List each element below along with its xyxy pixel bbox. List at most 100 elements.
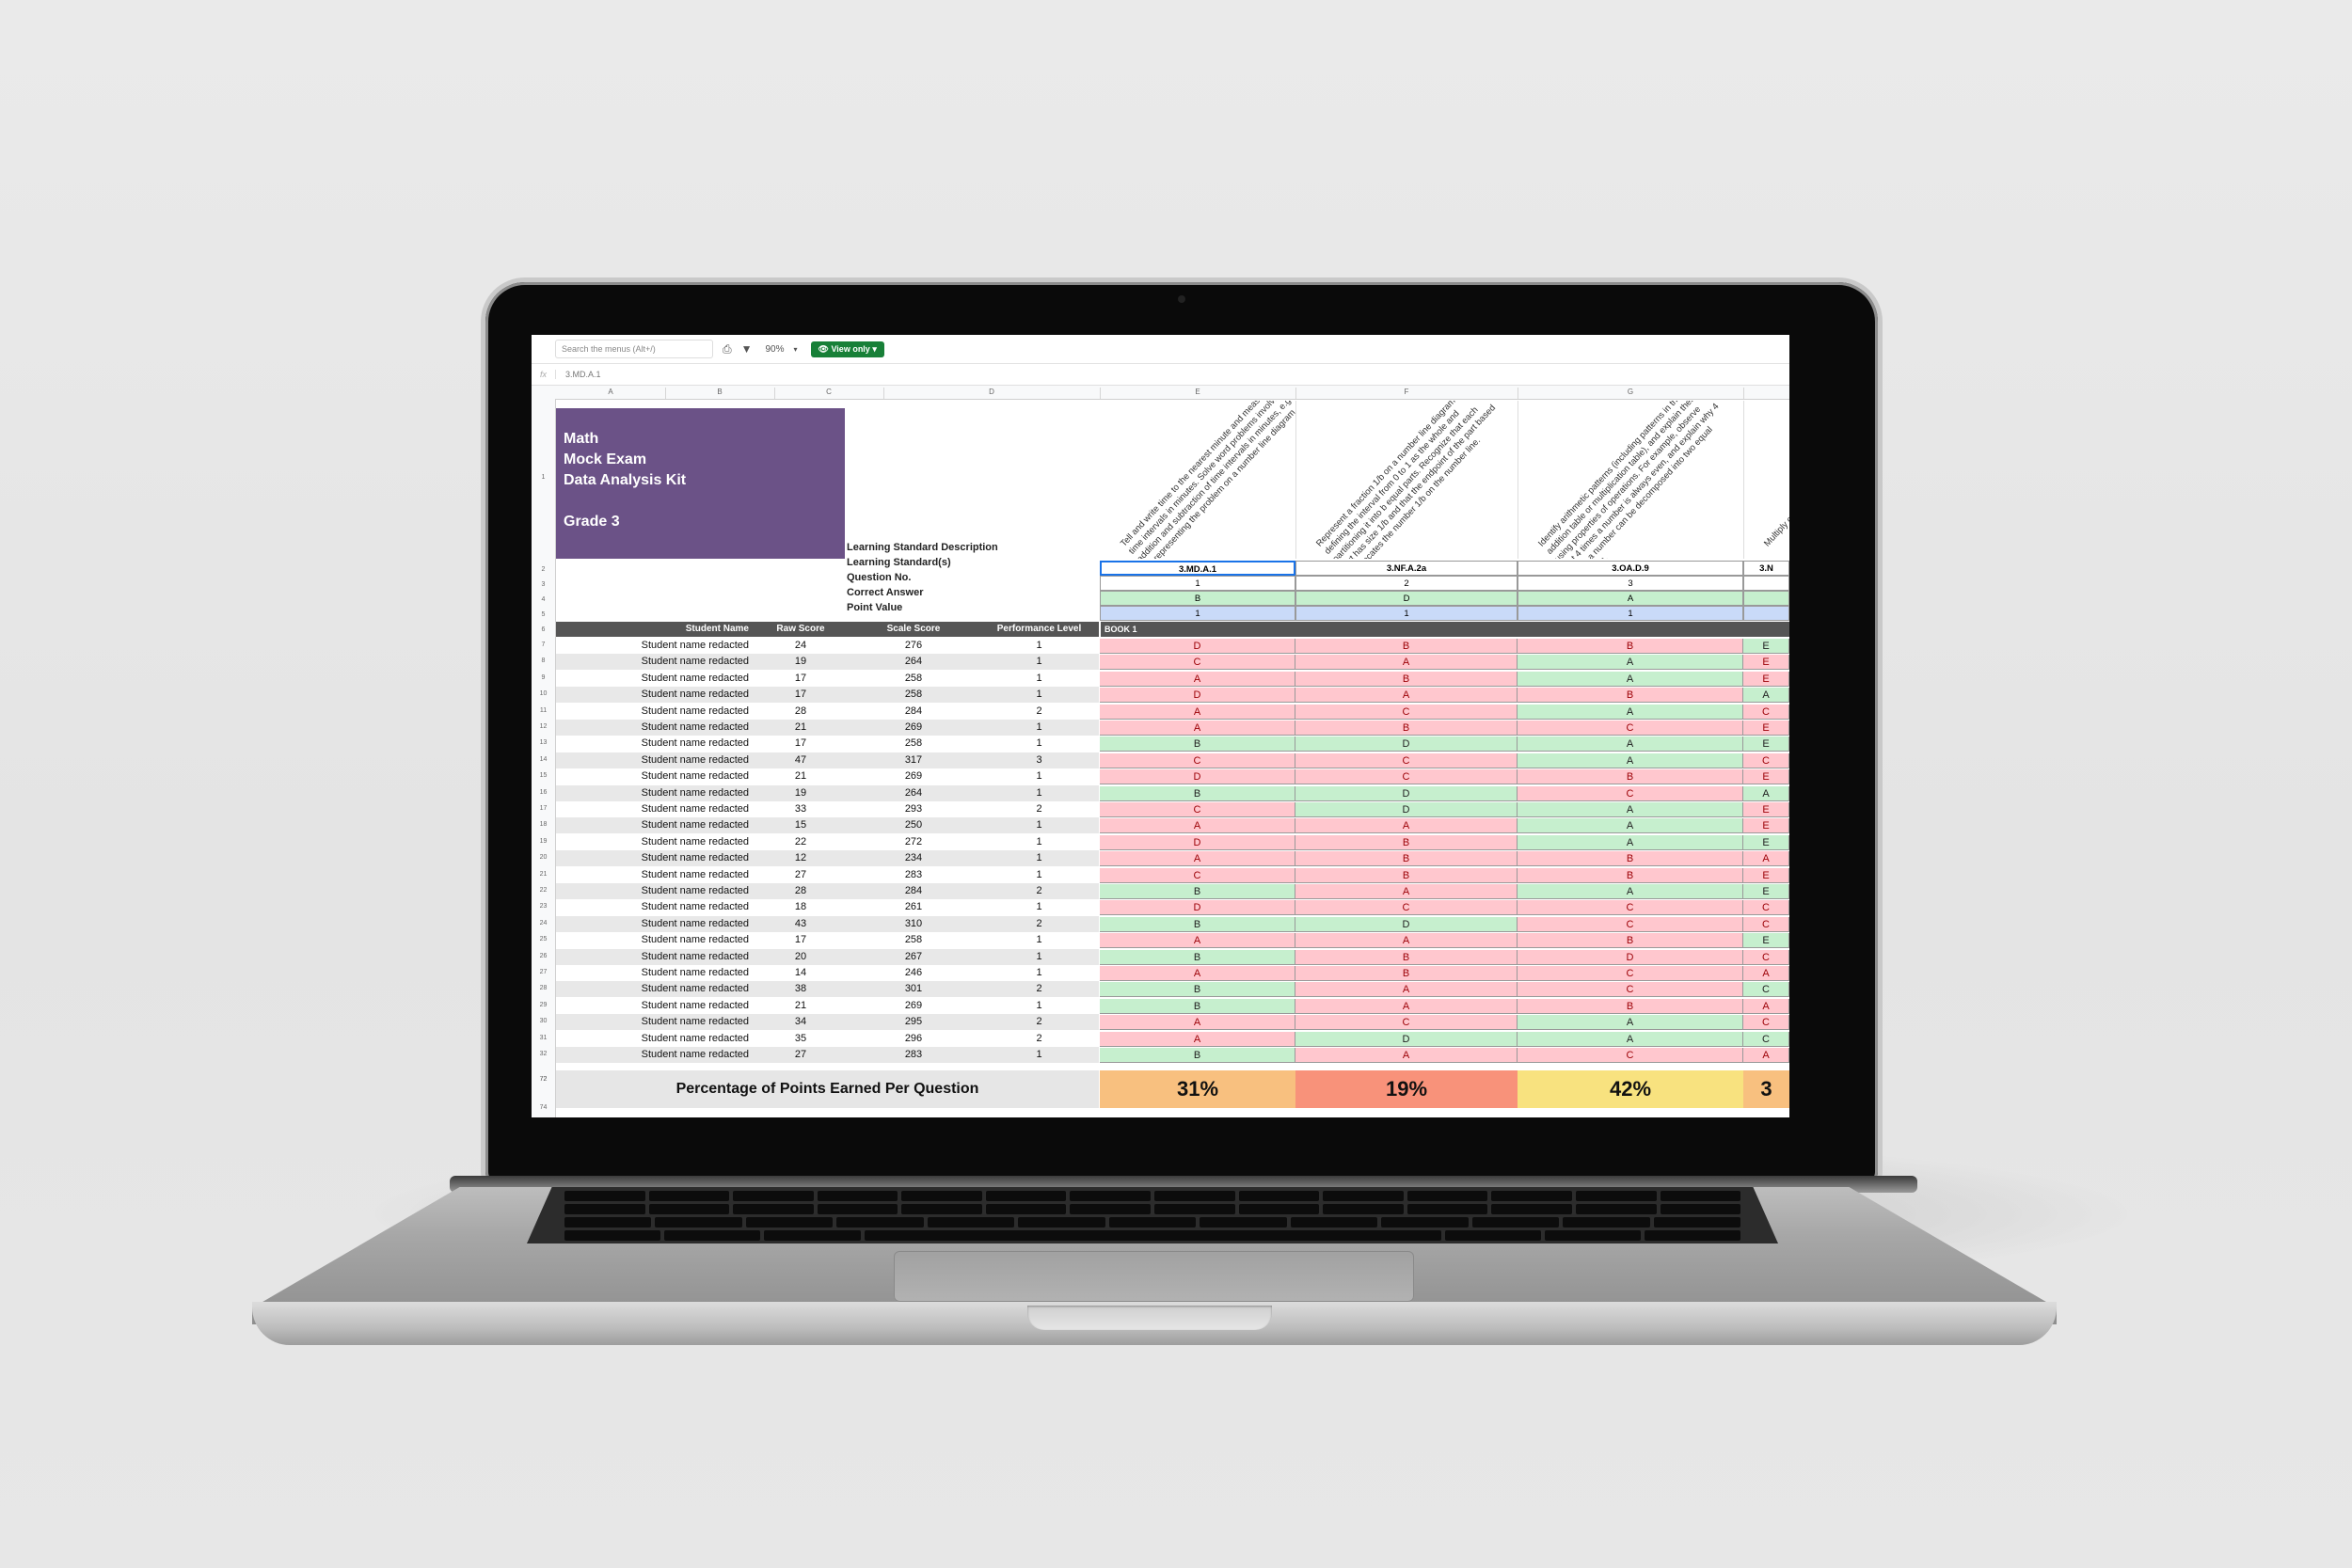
header-raw-score[interactable]: Raw Score [776, 624, 825, 634]
answer-cell[interactable]: B [1100, 916, 1295, 932]
table-row[interactable]: Student name redacted 33 293 2 [556, 801, 1099, 817]
answer-cell[interactable]: B [1100, 982, 1295, 998]
answer-cell[interactable]: A [1295, 688, 1518, 704]
answer-cell[interactable]: E [1743, 818, 1789, 834]
percentage-cell[interactable]: 19% [1295, 1070, 1518, 1108]
standard-code-cell[interactable]: 3.N [1743, 561, 1789, 576]
question-number-cell[interactable]: 1 [1100, 576, 1295, 591]
table-row[interactable]: Student name redacted 27 283 1 [556, 1047, 1099, 1063]
table-row[interactable]: Student name redacted 21 269 1 [556, 768, 1099, 785]
answer-cell[interactable]: C [1743, 916, 1789, 932]
answer-cell[interactable]: A [1518, 671, 1743, 687]
table-row[interactable]: Student name redacted 17 258 1 [556, 736, 1099, 752]
header-performance-level[interactable]: Performance Level [996, 624, 1082, 634]
answer-cell[interactable]: A [1518, 1015, 1743, 1031]
header-student-name[interactable]: Student Name [685, 624, 749, 634]
row-number[interactable]: 12 [539, 723, 548, 730]
row-number[interactable]: 31 [539, 1034, 548, 1041]
row-number[interactable]: 9 [541, 673, 546, 681]
answer-cell[interactable]: D [1518, 949, 1743, 965]
point-value-cell[interactable] [1743, 606, 1789, 621]
header-scale-score[interactable]: Scale Score [886, 624, 941, 634]
view-only-button[interactable]: 👁 View only ▾ [810, 341, 884, 357]
row-number[interactable]: 20 [539, 854, 548, 862]
row-number[interactable]: 4 [541, 596, 546, 603]
answer-cell[interactable]: B [1295, 721, 1518, 736]
answer-cell[interactable]: A [1518, 655, 1743, 671]
row-number[interactable]: 15 [539, 772, 548, 780]
chevron-down-icon[interactable]: ▾ [793, 344, 798, 354]
answer-cell[interactable]: A [1518, 802, 1743, 817]
answer-cell[interactable]: A [1518, 736, 1743, 752]
answer-cell[interactable]: B [1100, 949, 1295, 965]
menu-search-input[interactable]: Search the menus (Alt+/) [555, 340, 713, 358]
percentage-cell[interactable]: 3 [1743, 1070, 1789, 1108]
answer-cell[interactable]: E [1743, 736, 1789, 752]
row-number[interactable]: 30 [539, 1018, 548, 1025]
column-header-g[interactable]: G [1518, 388, 1744, 399]
point-value-cell[interactable]: 1 [1295, 606, 1518, 621]
answer-cell[interactable]: B [1295, 966, 1518, 981]
answer-cell[interactable]: A [1295, 884, 1518, 899]
standard-description-cell[interactable]: Multiply one-digit whole numbers by mult… [1743, 401, 1789, 559]
answer-cell[interactable]: C [1743, 704, 1789, 720]
table-row[interactable]: Student name redacted 21 269 1 [556, 720, 1099, 736]
answer-cell[interactable]: E [1743, 769, 1789, 785]
row-number[interactable]: 28 [539, 985, 548, 992]
answer-cell[interactable]: D [1295, 916, 1518, 932]
answer-cell[interactable]: A [1743, 966, 1789, 981]
row-number[interactable]: 25 [539, 936, 548, 943]
row-number[interactable]: 5 [541, 611, 546, 618]
table-row[interactable]: Student name redacted 17 258 1 [556, 932, 1099, 949]
answer-cell[interactable]: A [1100, 671, 1295, 687]
table-row[interactable]: Student name redacted 17 258 1 [556, 670, 1099, 687]
table-row[interactable]: Student name redacted 47 317 3 [556, 752, 1099, 768]
answer-cell[interactable]: C [1295, 769, 1518, 785]
table-row[interactable]: Student name redacted 34 295 2 [556, 1014, 1099, 1031]
answer-cell[interactable]: C [1100, 867, 1295, 883]
answer-cell[interactable]: B [1295, 639, 1518, 654]
answer-cell[interactable]: B [1518, 851, 1743, 867]
answer-cell[interactable]: C [1295, 752, 1518, 768]
answer-cell[interactable]: A [1295, 655, 1518, 671]
answer-cell[interactable]: E [1743, 655, 1789, 671]
row-number[interactable]: 24 [539, 919, 548, 927]
table-row[interactable]: Student name redacted 28 284 2 [556, 883, 1099, 899]
table-row[interactable]: Student name redacted 24 276 1 [556, 638, 1099, 654]
answer-cell[interactable]: C [1518, 721, 1743, 736]
answer-cell[interactable]: B [1295, 671, 1518, 687]
answer-cell[interactable]: C [1100, 655, 1295, 671]
answer-cell[interactable]: B [1100, 884, 1295, 899]
answer-cell[interactable]: E [1743, 867, 1789, 883]
answer-cell[interactable]: E [1743, 884, 1789, 899]
table-row[interactable]: Student name redacted 19 264 1 [556, 784, 1099, 801]
answer-cell[interactable]: A [1100, 818, 1295, 834]
answer-cell[interactable]: B [1295, 851, 1518, 867]
table-row[interactable]: Student name redacted 12 234 1 [556, 850, 1099, 867]
answer-cell[interactable]: C [1743, 900, 1789, 916]
answer-cell[interactable]: C [1518, 900, 1743, 916]
point-value-cell[interactable]: 1 [1518, 606, 1743, 621]
standard-description-cell[interactable]: Represent a fraction 1/b on a number lin… [1295, 401, 1518, 559]
row-number[interactable]: 72 [539, 1076, 548, 1083]
point-value-cell[interactable]: 1 [1100, 606, 1295, 621]
row-number[interactable]: 32 [539, 1051, 548, 1057]
answer-cell[interactable]: D [1295, 785, 1518, 801]
table-row[interactable]: Student name redacted 18 261 1 [556, 899, 1099, 916]
table-row[interactable]: Student name redacted 35 296 2 [556, 1030, 1099, 1047]
row-number[interactable]: 26 [539, 952, 548, 959]
answer-cell[interactable]: A [1100, 1015, 1295, 1031]
column-header-e[interactable]: E [1100, 388, 1296, 399]
table-row[interactable]: Student name redacted 14 246 1 [556, 965, 1099, 981]
filter-icon[interactable]: ▼ [740, 342, 753, 356]
answer-cell[interactable]: A [1743, 688, 1789, 704]
answer-cell[interactable]: B [1518, 933, 1743, 949]
row-number[interactable]: 18 [539, 821, 548, 829]
table-row[interactable]: Student name redacted 20 267 1 [556, 948, 1099, 965]
answer-cell[interactable]: B [1518, 769, 1743, 785]
answer-cell[interactable]: B [1518, 639, 1743, 654]
row-number[interactable]: 13 [539, 739, 548, 747]
table-row[interactable]: Student name redacted 19 264 1 [556, 654, 1099, 671]
row-number[interactable]: 8 [541, 657, 546, 665]
row-number[interactable]: 23 [539, 903, 548, 911]
